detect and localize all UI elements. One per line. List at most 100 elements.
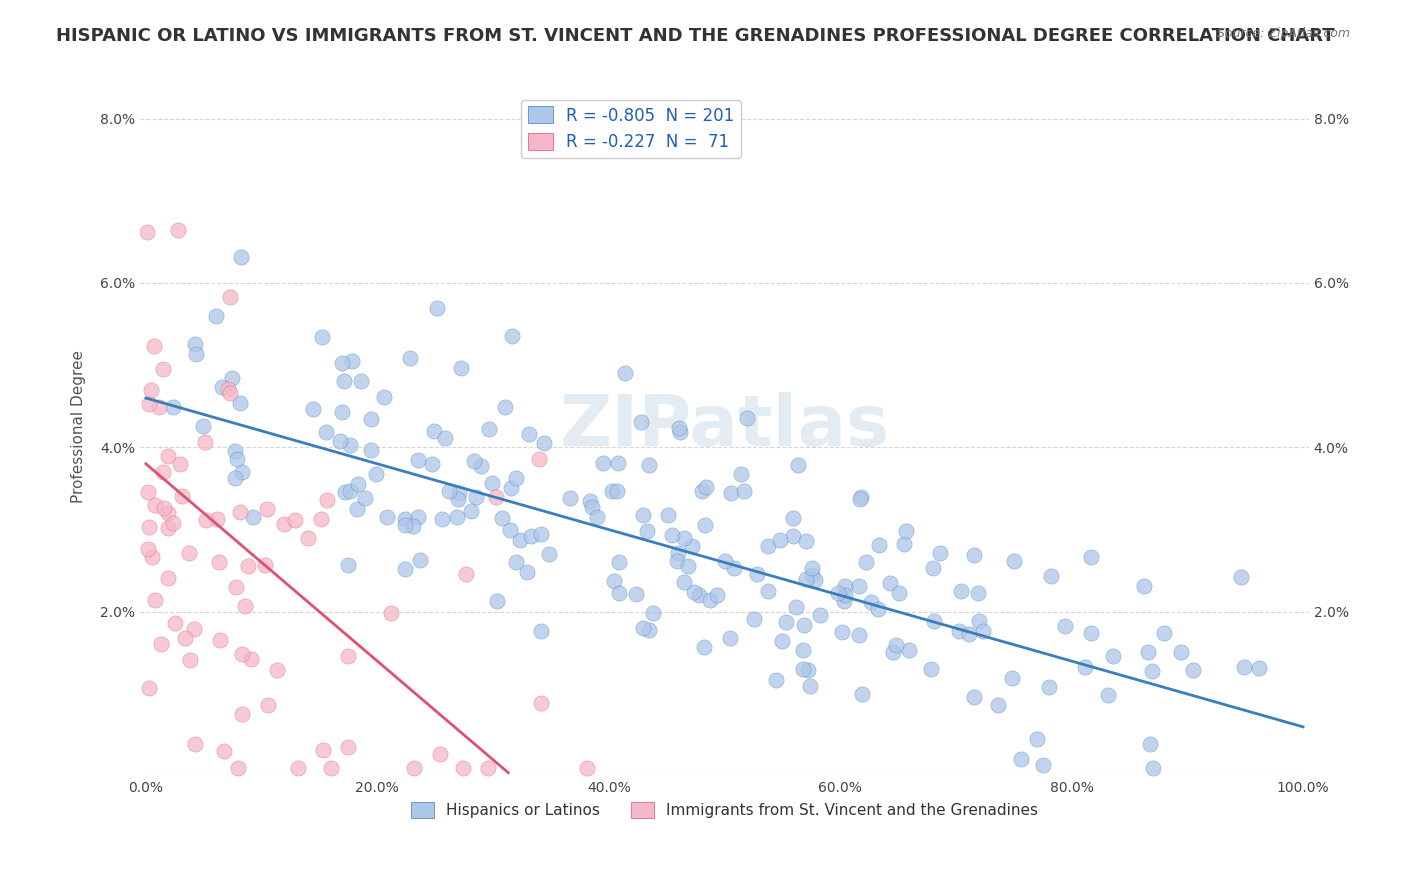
Point (668, 421, 690, 435)
Point (375, 510, 398, 524)
Point (792, 662, 814, 676)
Point (603, 574, 626, 588)
Point (477, 761, 499, 775)
Point (139, 383, 162, 397)
Point (922, 614, 945, 628)
Point (394, 512, 416, 526)
Point (233, 599, 256, 613)
Point (1233, 660, 1256, 674)
Point (329, 434, 352, 448)
Point (530, 624, 553, 639)
Point (337, 740, 360, 755)
Point (1140, 664, 1163, 678)
Point (256, 501, 278, 516)
Point (257, 698, 280, 712)
Point (1038, 680, 1060, 694)
Point (804, 573, 827, 587)
Point (831, 625, 853, 640)
Point (499, 523, 522, 537)
Point (638, 623, 661, 637)
Point (1136, 645, 1159, 659)
Point (297, 532, 319, 546)
Point (225, 580, 247, 594)
Point (692, 484, 714, 499)
Point (136, 485, 159, 500)
Point (138, 397, 160, 411)
Point (882, 644, 904, 658)
Point (606, 484, 628, 499)
Point (346, 502, 368, 516)
Point (148, 401, 170, 415)
Point (463, 454, 485, 468)
Point (162, 400, 184, 414)
Point (219, 385, 242, 400)
Point (592, 456, 614, 470)
Point (340, 354, 363, 368)
Point (485, 594, 508, 608)
Point (706, 588, 728, 602)
Point (832, 594, 855, 608)
Point (576, 761, 599, 775)
Point (311, 329, 333, 343)
Point (446, 509, 468, 524)
Point (672, 575, 695, 590)
Point (638, 458, 661, 473)
Point (172, 489, 194, 503)
Point (661, 528, 683, 542)
Point (519, 529, 541, 543)
Point (226, 761, 249, 775)
Point (1001, 671, 1024, 685)
Point (920, 662, 942, 676)
Point (1142, 761, 1164, 775)
Point (509, 533, 531, 548)
Point (337, 648, 360, 663)
Point (336, 558, 359, 572)
Point (718, 631, 741, 645)
Point (309, 512, 332, 526)
Point (426, 301, 449, 315)
Point (208, 555, 231, 569)
Point (948, 624, 970, 639)
Point (284, 513, 307, 527)
Point (1249, 661, 1271, 675)
Point (401, 519, 423, 533)
Point (273, 516, 295, 531)
Point (630, 415, 652, 429)
Point (311, 742, 333, 756)
Point (737, 410, 759, 425)
Point (179, 652, 201, 666)
Point (897, 643, 920, 657)
Point (579, 494, 602, 508)
Point (330, 405, 353, 419)
Point (787, 458, 810, 473)
Text: HISPANIC OR LATINO VS IMMIGRANTS FROM ST. VINCENT AND THE GRENADINES PROFESSIONA: HISPANIC OR LATINO VS IMMIGRANTS FROM ST… (56, 27, 1334, 45)
Point (527, 451, 550, 466)
Point (152, 362, 174, 376)
Point (770, 634, 793, 648)
Point (560, 491, 582, 506)
Point (868, 602, 890, 616)
Point (987, 698, 1010, 712)
Point (636, 524, 658, 538)
Point (530, 696, 553, 710)
Point (1229, 570, 1251, 584)
Point (505, 555, 527, 569)
Point (666, 546, 689, 560)
Point (848, 628, 870, 642)
Point (782, 511, 804, 525)
Point (643, 607, 665, 621)
Point (364, 467, 387, 482)
Point (894, 524, 917, 539)
Point (169, 457, 191, 471)
Point (184, 337, 207, 351)
Point (517, 427, 540, 442)
Point (681, 539, 703, 553)
Point (1097, 689, 1119, 703)
Point (581, 500, 603, 514)
Point (402, 761, 425, 775)
Point (720, 486, 742, 500)
Point (799, 679, 821, 693)
Point (152, 465, 174, 479)
Point (217, 382, 239, 396)
Point (1002, 554, 1025, 568)
